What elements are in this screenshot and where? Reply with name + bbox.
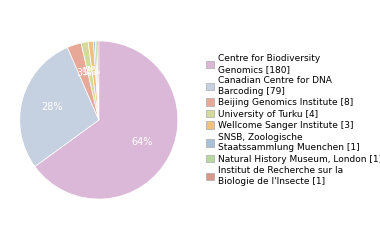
Wedge shape: [95, 41, 99, 120]
Text: 1%: 1%: [82, 67, 98, 77]
Wedge shape: [67, 43, 99, 120]
Wedge shape: [88, 41, 99, 120]
Wedge shape: [20, 48, 99, 167]
Text: 1%: 1%: [86, 66, 101, 76]
Wedge shape: [81, 42, 99, 120]
Wedge shape: [97, 41, 99, 120]
Wedge shape: [93, 41, 99, 120]
Text: 64%: 64%: [132, 137, 153, 147]
Text: 3%: 3%: [76, 68, 91, 78]
Text: 28%: 28%: [41, 102, 62, 112]
Legend: Centre for Biodiversity
Genomics [180], Canadian Centre for DNA
Barcoding [79], : Centre for Biodiversity Genomics [180], …: [206, 54, 380, 186]
Wedge shape: [35, 41, 178, 199]
